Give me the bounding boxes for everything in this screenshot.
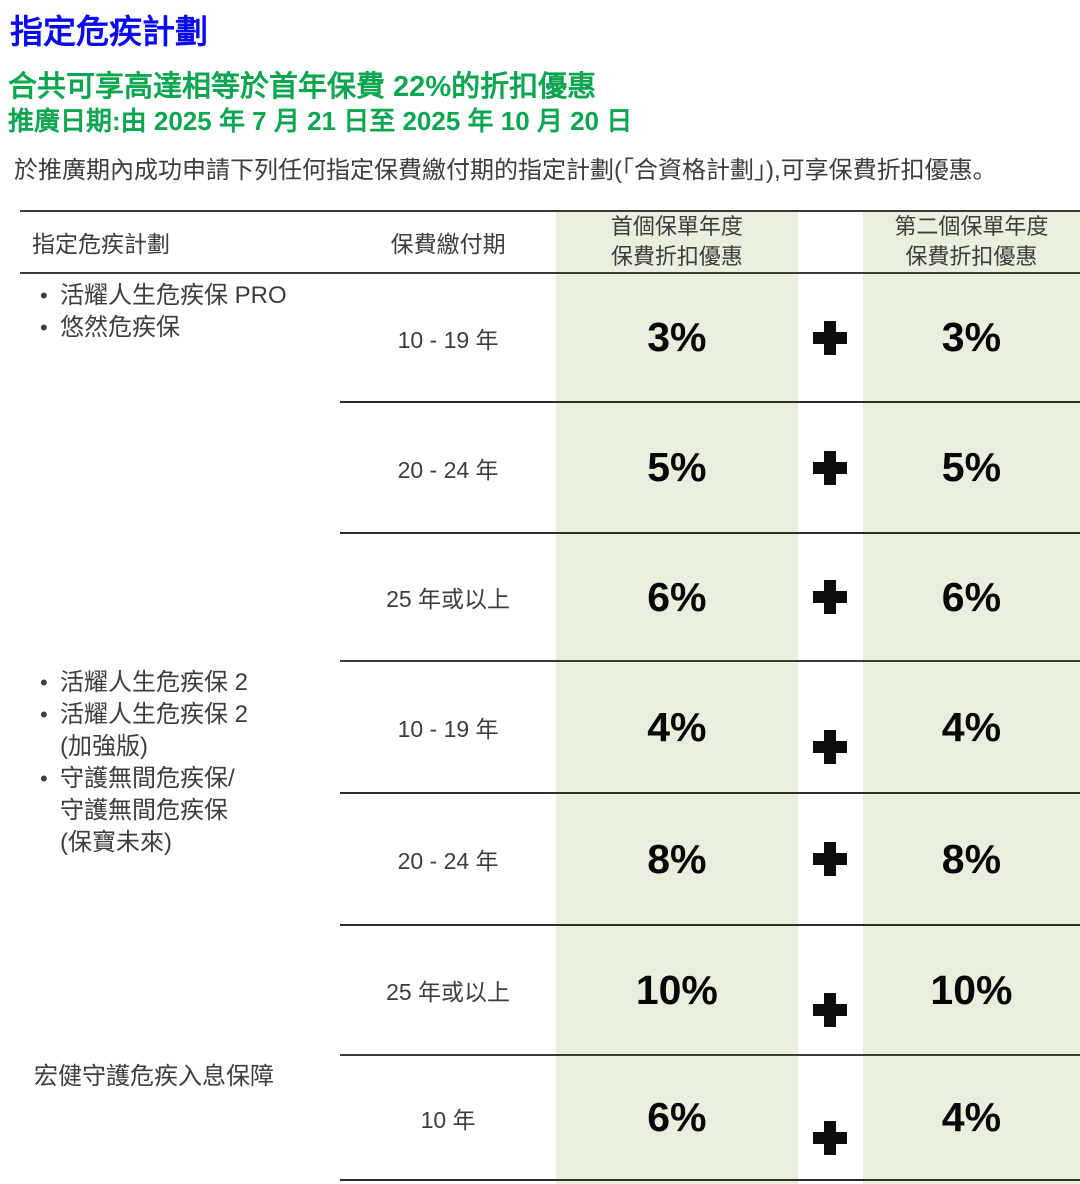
table-row: • 活耀人生危疾保 2 • 活耀人生危疾保 2 (加強版) • 守護無間危疾保/… — [20, 661, 1080, 856]
plus-cell — [797, 925, 863, 1056]
plan-item: • 活耀人生危疾保 PRO — [34, 280, 340, 312]
col-header-period: 保費繳付期 — [340, 210, 557, 274]
bullet-icon: • — [40, 315, 48, 340]
year1-discount-cell: 8% — [556, 793, 798, 926]
plan-name: 活耀人生危疾保 PRO — [60, 282, 287, 309]
plan-name: 宏健守護危疾入息保障 — [34, 1063, 274, 1090]
plan-item: • 守護無間危疾保/ 守護無間危疾保 (保寶未來) — [34, 763, 340, 859]
year2-discount-cell: 6% — [862, 533, 1080, 662]
plus-icon — [813, 730, 848, 764]
table-header-row: 指定危疾計劃 保費繳付期 首個保單年度 保費折扣優惠 第二個保單年度 保費折扣優… — [20, 210, 1080, 274]
plus-cell — [797, 533, 863, 662]
payment-period-cell: 10 - 19 年 — [340, 661, 557, 794]
year2-discount-cell: 4% — [862, 661, 1080, 794]
payment-period-cell: 20 - 24 年 — [340, 793, 557, 926]
payment-period-cell: 10 - 19 年 — [340, 273, 557, 403]
year2-discount-cell: 3% — [862, 273, 1080, 403]
year2-discount-cell: 4% — [862, 1055, 1080, 1181]
year1-discount-cell: 6% — [556, 1055, 798, 1181]
year1-discount-cell: 6% — [556, 533, 798, 662]
year1-discount-cell-empty — [556, 1180, 798, 1184]
plan-item: • 悠然危疾保 — [34, 312, 340, 344]
payment-period-cell: 10 年 — [340, 1055, 557, 1181]
year2-discount-cell: 5% — [862, 402, 1080, 534]
table-row: 25 年或以上 10% 10% — [20, 925, 1080, 1056]
bullet-icon: • — [40, 702, 48, 727]
plus-icon — [813, 1120, 848, 1155]
plan-item: • 活耀人生危疾保 2 — [34, 667, 340, 699]
plan-name: 悠然危疾保 — [60, 314, 180, 341]
col-header-plus-spacer — [797, 210, 863, 274]
col-header-year1-line1: 首個保單年度 — [610, 214, 743, 239]
plan-group-3: 宏健守護危疾入息保障 — [20, 1055, 340, 1184]
table-row: 20 - 24 年 5% 5% — [20, 402, 1080, 534]
payment-period-cell-empty — [340, 1180, 556, 1184]
col-header-year1-line2: 保費折扣優惠 — [610, 244, 743, 269]
bullet-icon: • — [40, 670, 48, 695]
col-header-year1-discount: 首個保單年度 保費折扣優惠 — [556, 210, 798, 274]
plan-name: 守護無間危疾保/ — [60, 765, 235, 792]
payment-period-cell: 20 - 24 年 — [340, 402, 557, 534]
plan-name: 活耀人生危疾保 2 — [60, 701, 249, 728]
plan-name: 活耀人生危疾保 2 — [60, 669, 249, 696]
plan-group-2: • 活耀人生危疾保 2 • 活耀人生危疾保 2 (加強版) • 守護無間危疾保/… — [20, 661, 340, 1055]
table-row: • 活耀人生危疾保 PRO • 悠然危疾保 10 - 19 年 3% 3% — [20, 273, 1080, 403]
plus-cell — [797, 273, 863, 403]
table-row: 20 - 24 年 8% 8% — [20, 793, 1080, 926]
bullet-icon: • — [40, 766, 48, 791]
payment-period-cell: 25 年或以上 — [340, 533, 557, 662]
discount-table: 指定危疾計劃 保費繳付期 首個保單年度 保費折扣優惠 第二個保單年度 保費折扣優… — [20, 210, 1080, 1184]
promo-date: 推廣日期:由 2025 年 7 月 21 日至 2025 年 10 月 20 日 — [8, 106, 633, 136]
col-header-plan: 指定危疾計劃 — [20, 210, 341, 274]
plan-item: 宏健守護危疾入息保障 — [34, 1061, 340, 1093]
plus-cell-empty — [798, 1180, 863, 1184]
payment-period-cell: 25 年或以上 — [340, 925, 557, 1056]
year1-discount-cell: 10% — [556, 925, 798, 1056]
page-title: 指定危疾計劃 — [10, 13, 208, 50]
plan-item: • 活耀人生危疾保 2 (加強版) — [34, 699, 340, 763]
col-header-year2-line2: 保費折扣優惠 — [905, 244, 1038, 269]
plus-icon — [813, 842, 848, 876]
intro-text: 於推廣期內成功申請下列任何指定保費繳付期的指定計劃(「合資格計劃」),可享保費折… — [14, 157, 997, 184]
plus-cell — [797, 793, 863, 926]
plus-icon — [813, 320, 848, 355]
plus-icon — [813, 993, 848, 1027]
promo-subtitle: 合共可享高達相等於首年保費 22%的折扣優惠 — [8, 71, 597, 103]
plus-icon — [813, 450, 848, 485]
plan-name-line2: (加強版) — [60, 733, 148, 760]
table-row: 25 年或以上 6% 6% — [20, 533, 1080, 662]
plus-cell — [797, 661, 863, 794]
col-header-year2-discount: 第二個保單年度 保費折扣優惠 — [862, 210, 1080, 274]
year2-discount-cell: 10% — [862, 925, 1080, 1056]
plan-name-line3: (保寶未來) — [60, 829, 172, 856]
table-row: 宏健守護危疾入息保障 10 年 6% 4% — [20, 1055, 1080, 1181]
table-row-continuation — [20, 1180, 1080, 1184]
col-header-year2-line1: 第二個保單年度 — [894, 214, 1049, 239]
year2-discount-cell: 8% — [862, 793, 1080, 926]
plan-group-1: • 活耀人生危疾保 PRO • 悠然危疾保 — [20, 273, 340, 661]
year1-discount-cell: 5% — [556, 402, 798, 534]
year2-discount-cell-empty — [862, 1180, 1080, 1184]
year1-discount-cell: 3% — [556, 273, 798, 403]
bullet-icon: • — [40, 283, 48, 308]
plus-cell — [797, 1055, 863, 1181]
plus-cell — [797, 402, 863, 534]
plus-icon — [813, 580, 848, 614]
plan-name-line2: 守護無間危疾保 — [60, 797, 228, 824]
year1-discount-cell: 4% — [556, 661, 798, 794]
